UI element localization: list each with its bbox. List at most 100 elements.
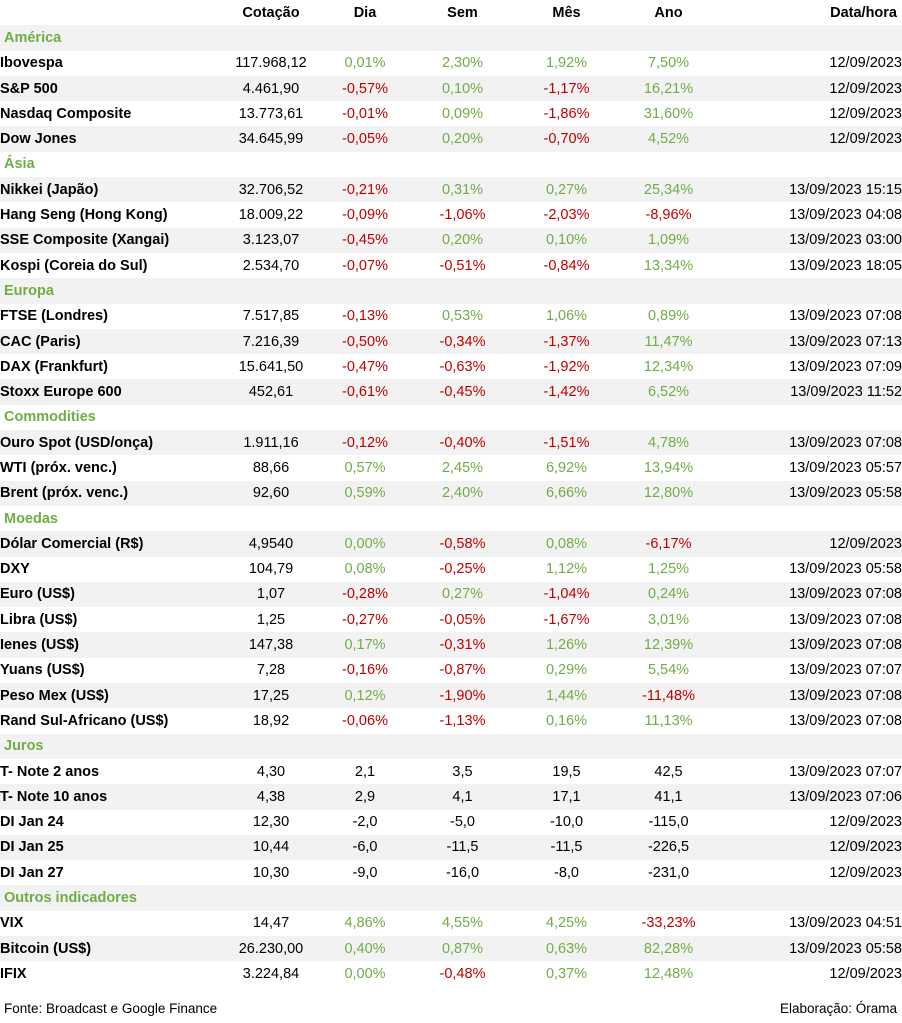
day-change-cell: 0,59% bbox=[320, 480, 410, 506]
section-title: Ásia bbox=[4, 156, 35, 173]
table-row: Ienes (US$) 147,38 0,17% -0,31% 1,26% 12,39% 1… bbox=[0, 632, 902, 658]
asset-name: DI Jan 27 bbox=[0, 860, 222, 886]
table-row: Kospi (Coreia do Sul) 2.534,70 -0,07% -0,51… bbox=[0, 252, 902, 279]
day-change-cell: -0,05% bbox=[320, 126, 410, 152]
year-change-cell: -115,0 bbox=[618, 809, 719, 835]
year-change-cell: 13,34% bbox=[618, 252, 719, 279]
month-change-cell: -1,92% bbox=[515, 354, 618, 380]
datetime-cell: 13/09/2023 07:08 bbox=[719, 607, 902, 633]
table-row: Yuans (US$) 7,28 -0,16% -0,87% 0,29% 5,54% 13/… bbox=[0, 657, 902, 684]
table-row: Dow Jones 34.645,99 -0,05% 0,20% -0,70% 4,52%… bbox=[0, 126, 902, 152]
day-change-cell: -0,09% bbox=[320, 202, 410, 228]
day-change-cell: -2,0 bbox=[320, 809, 410, 835]
week-change-cell: 2,40% bbox=[410, 480, 515, 506]
week-change-cell: 4,55% bbox=[410, 910, 515, 936]
month-change-cell: 0,37% bbox=[515, 961, 618, 987]
table-body: América Ibovespa 117.968,12 0,01% 2,30% 1,92%… bbox=[0, 25, 902, 987]
table-row: DAX (Frankfurt) 15.641,50 -0,47% -0,63% -1,9… bbox=[0, 354, 902, 380]
datetime-cell: 13/09/2023 07:07 bbox=[719, 657, 902, 684]
datetime-cell: 13/09/2023 18:05 bbox=[719, 252, 902, 279]
quote-cell: 147,38 bbox=[222, 632, 320, 658]
datetime-cell: 13/09/2023 04:08 bbox=[719, 202, 902, 228]
header-quote: Cotação bbox=[242, 4, 300, 21]
week-change-cell: -0,87% bbox=[410, 657, 515, 684]
table-row: Hang Seng (Hong Kong) 18.009,22 -0,09% -1,0… bbox=[0, 202, 902, 228]
asset-name: Nasdaq Composite bbox=[0, 101, 222, 127]
table-row: DI Jan 24 12,30 -2,0 -5,0 -10,0 -115,0 12/09/2… bbox=[0, 809, 902, 835]
week-change-cell: -0,51% bbox=[410, 252, 515, 279]
table-row: Stoxx Europe 600 452,61 -0,61% -0,45% -1,42%… bbox=[0, 379, 902, 405]
year-change-cell: 6,52% bbox=[618, 379, 719, 405]
week-change-cell: 0,20% bbox=[410, 227, 515, 253]
datetime-cell: 13/09/2023 04:51 bbox=[719, 910, 902, 936]
asset-name: Ienes (US$) bbox=[0, 632, 222, 658]
datetime-cell: 13/09/2023 07:08 bbox=[719, 708, 902, 734]
datetime-cell: 12/09/2023 bbox=[719, 961, 902, 987]
year-change-cell: -231,0 bbox=[618, 860, 719, 886]
asset-name: CAC (Paris) bbox=[0, 328, 222, 355]
year-change-cell: 12,34% bbox=[618, 354, 719, 380]
table-row: Ibovespa 117.968,12 0,01% 2,30% 1,92% 7,50% 12… bbox=[0, 50, 902, 76]
datetime-cell: 12/09/2023 bbox=[719, 809, 902, 835]
asset-name: WTI (próx. venc.) bbox=[0, 455, 222, 481]
week-change-cell: 2,45% bbox=[410, 455, 515, 481]
asset-name: DI Jan 24 bbox=[0, 809, 222, 835]
day-change-cell: -0,28% bbox=[320, 581, 410, 608]
quote-cell: 7.517,85 bbox=[222, 303, 320, 329]
month-change-cell: -1,67% bbox=[515, 607, 618, 633]
month-change-cell: 1,12% bbox=[515, 556, 618, 582]
asset-name: Dólar Comercial (R$) bbox=[0, 531, 222, 557]
week-change-cell: -11,5 bbox=[410, 834, 515, 861]
asset-name: Stoxx Europe 600 bbox=[0, 379, 222, 405]
quote-cell: 4.461,90 bbox=[222, 75, 320, 102]
year-change-cell: 16,21% bbox=[618, 75, 719, 102]
asset-name: Ibovespa bbox=[0, 50, 222, 76]
asset-name: Libra (US$) bbox=[0, 607, 222, 633]
year-change-cell: 31,60% bbox=[618, 101, 719, 127]
year-change-cell: 0,89% bbox=[618, 303, 719, 329]
datetime-cell: 12/09/2023 bbox=[719, 101, 902, 127]
datetime-cell: 13/09/2023 05:57 bbox=[719, 455, 902, 481]
asset-name: T- Note 2 anos bbox=[0, 758, 222, 785]
month-change-cell: 0,27% bbox=[515, 177, 618, 203]
asset-name: Kospi (Coreia do Sul) bbox=[0, 252, 222, 279]
datetime-cell: 13/09/2023 07:08 bbox=[719, 581, 902, 608]
quote-cell: 4,38 bbox=[222, 784, 320, 810]
table-row: Bitcoin (US$) 26.230,00 0,40% 0,87% 0,63% 82,… bbox=[0, 935, 902, 962]
table-row: Dólar Comercial (R$) 4,9540 0,00% -0,58% 0,0… bbox=[0, 531, 902, 557]
year-change-cell: -11,48% bbox=[618, 683, 719, 709]
year-change-cell: 12,48% bbox=[618, 961, 719, 987]
section-row: América bbox=[0, 25, 902, 51]
section-title: Commodities bbox=[4, 409, 96, 426]
week-change-cell: -0,58% bbox=[410, 531, 515, 557]
day-change-cell: -0,57% bbox=[320, 75, 410, 102]
table-row: IFIX 3.224,84 0,00% -0,48% 0,37% 12,48% 12/09/… bbox=[0, 961, 902, 987]
datetime-cell: 12/09/2023 bbox=[719, 531, 902, 557]
quote-cell: 12,30 bbox=[222, 809, 320, 835]
quote-cell: 104,79 bbox=[222, 556, 320, 582]
table-row: Euro (US$) 1,07 -0,28% 0,27% -1,04% 0,24% 13/0… bbox=[0, 581, 902, 608]
header-year: Ano bbox=[654, 4, 683, 21]
section-row: Juros bbox=[0, 733, 902, 759]
table-row: S&P 500 4.461,90 -0,57% 0,10% -1,17% 16,21% 12… bbox=[0, 75, 902, 102]
week-change-cell: 0,10% bbox=[410, 75, 515, 102]
asset-name: Brent (próx. venc.) bbox=[0, 480, 222, 506]
datetime-cell: 13/09/2023 07:06 bbox=[719, 784, 902, 810]
section-row: Ásia bbox=[0, 152, 902, 177]
table-row: DXY 104,79 0,08% -0,25% 1,12% 1,25% 13/09/2023… bbox=[0, 556, 902, 582]
day-change-cell: -0,01% bbox=[320, 101, 410, 127]
week-change-cell: 0,53% bbox=[410, 303, 515, 329]
week-change-cell: -0,31% bbox=[410, 632, 515, 658]
month-change-cell: -0,84% bbox=[515, 252, 618, 279]
quote-cell: 3.123,07 bbox=[222, 227, 320, 253]
day-change-cell: -6,0 bbox=[320, 834, 410, 861]
datetime-cell: 13/09/2023 07:09 bbox=[719, 354, 902, 380]
datetime-cell: 12/09/2023 bbox=[719, 50, 902, 76]
month-change-cell: -8,0 bbox=[515, 860, 618, 886]
week-change-cell: -16,0 bbox=[410, 860, 515, 886]
asset-name: Bitcoin (US$) bbox=[0, 935, 222, 962]
week-change-cell: 0,87% bbox=[410, 935, 515, 962]
week-change-cell: -1,90% bbox=[410, 683, 515, 709]
asset-name: Euro (US$) bbox=[0, 581, 222, 608]
